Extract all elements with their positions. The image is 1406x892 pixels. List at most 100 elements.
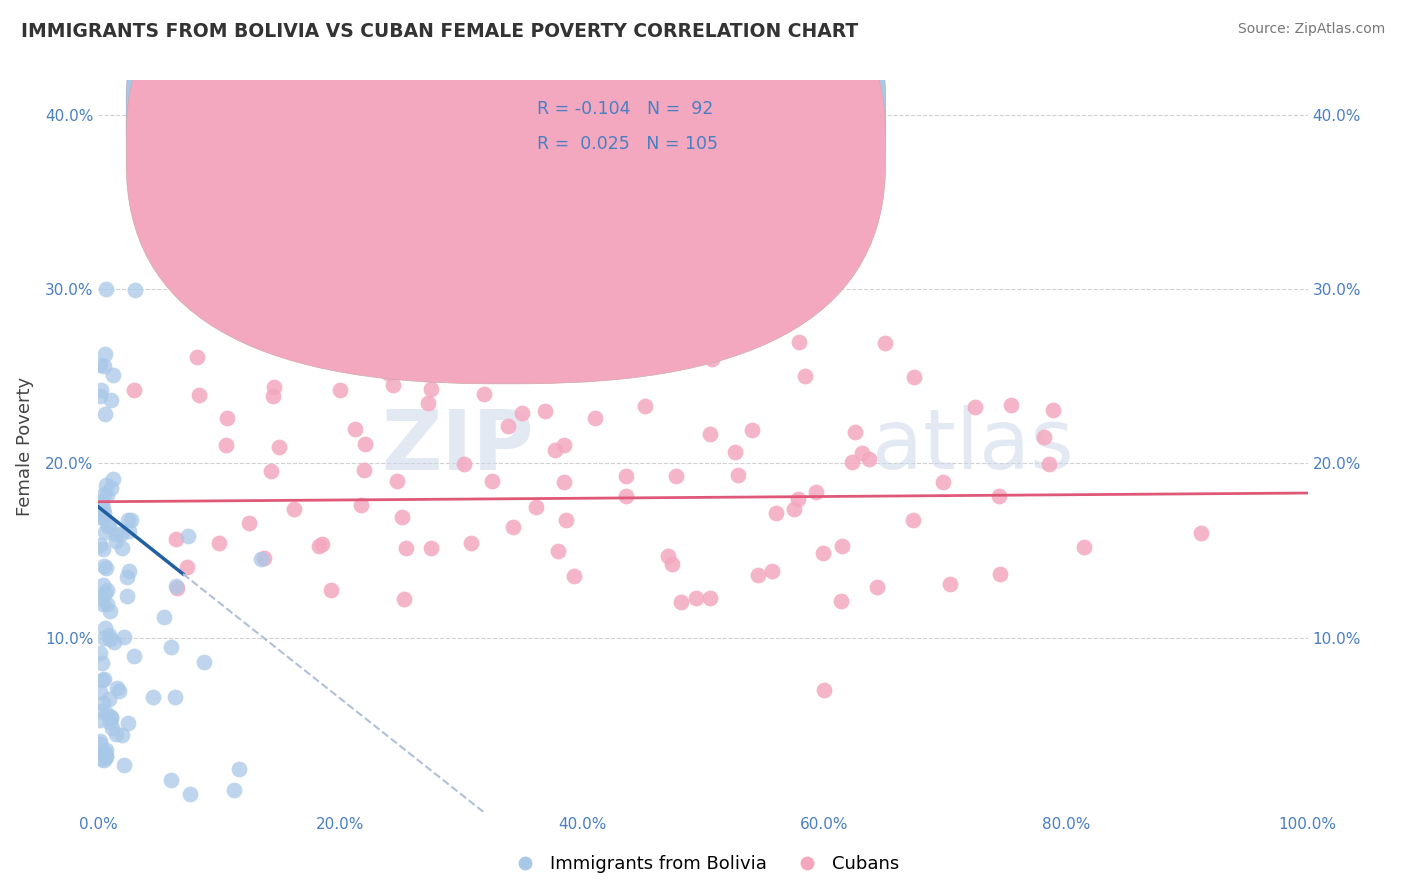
Point xyxy=(553,437,575,451)
Point xyxy=(98,518,121,533)
Point xyxy=(165,579,187,593)
Point xyxy=(496,418,519,433)
Point xyxy=(460,536,482,550)
Point xyxy=(544,442,567,457)
Point xyxy=(583,411,606,425)
Point xyxy=(851,446,873,460)
Point xyxy=(100,482,122,496)
Point xyxy=(107,683,129,698)
Point xyxy=(903,370,925,384)
Point xyxy=(534,403,557,417)
Point xyxy=(308,348,330,362)
Point xyxy=(94,621,117,635)
Point xyxy=(165,690,187,704)
Point xyxy=(120,513,142,527)
Point xyxy=(536,351,558,366)
Point xyxy=(329,384,352,398)
Point xyxy=(315,351,337,366)
Point xyxy=(392,591,415,606)
Point xyxy=(105,526,128,541)
Text: Source: ZipAtlas.com: Source: ZipAtlas.com xyxy=(1237,22,1385,37)
Point xyxy=(142,690,165,704)
Point xyxy=(90,508,112,523)
Point xyxy=(562,569,585,583)
Point xyxy=(844,425,866,440)
Point xyxy=(89,714,111,728)
Point xyxy=(988,489,1011,503)
FancyBboxPatch shape xyxy=(127,0,886,384)
Point xyxy=(100,711,122,725)
Point xyxy=(166,581,188,595)
Point xyxy=(381,378,404,392)
Point xyxy=(91,577,114,591)
Point xyxy=(858,451,880,466)
Point xyxy=(553,362,575,376)
Point xyxy=(186,350,208,364)
Point xyxy=(100,710,122,724)
Point xyxy=(98,604,121,618)
Point xyxy=(89,737,111,751)
Point xyxy=(100,715,122,730)
Point xyxy=(94,282,117,296)
Point xyxy=(98,632,121,647)
Point xyxy=(105,534,128,549)
Point xyxy=(93,359,115,373)
Point xyxy=(415,356,437,370)
Point xyxy=(249,552,271,566)
Point xyxy=(502,520,524,534)
Point xyxy=(866,580,889,594)
Text: IMMIGRANTS FROM BOLIVIA VS CUBAN FEMALE POVERTY CORRELATION CHART: IMMIGRANTS FROM BOLIVIA VS CUBAN FEMALE … xyxy=(21,22,858,41)
Point xyxy=(96,488,118,502)
Point xyxy=(377,366,399,380)
Point xyxy=(804,484,827,499)
Point xyxy=(117,716,139,731)
Point xyxy=(741,423,763,437)
Point xyxy=(1033,430,1056,444)
Point xyxy=(89,538,111,552)
Point xyxy=(391,510,413,524)
Point xyxy=(176,529,198,543)
Text: atlas: atlas xyxy=(872,406,1074,486)
Point xyxy=(97,628,120,642)
Point xyxy=(96,707,118,722)
Point xyxy=(90,752,112,766)
Point xyxy=(94,743,117,757)
Point xyxy=(419,541,441,555)
Point xyxy=(228,762,250,776)
Point xyxy=(89,685,111,699)
Point xyxy=(783,502,806,516)
Point xyxy=(153,609,176,624)
Point xyxy=(91,673,114,688)
Point xyxy=(811,546,834,560)
Point xyxy=(308,539,330,553)
Point xyxy=(238,516,260,530)
Point xyxy=(554,513,576,527)
Point xyxy=(699,426,721,441)
Point xyxy=(96,597,118,611)
Point xyxy=(207,536,229,550)
Point xyxy=(93,558,115,573)
Point xyxy=(353,463,375,477)
Point xyxy=(547,544,569,558)
Point xyxy=(283,502,305,516)
Point xyxy=(793,368,815,383)
Point xyxy=(267,441,290,455)
Point xyxy=(176,560,198,574)
Point xyxy=(179,787,201,801)
Point xyxy=(524,500,547,514)
Point xyxy=(188,387,211,401)
Point xyxy=(124,383,146,397)
Point xyxy=(101,472,124,486)
Point xyxy=(214,438,236,452)
Point xyxy=(321,583,343,598)
Point xyxy=(112,758,135,772)
Point xyxy=(93,506,115,520)
Point xyxy=(481,475,503,489)
Point xyxy=(159,772,181,787)
Point xyxy=(91,542,114,557)
Legend: Immigrants from Bolivia, Cubans: Immigrants from Bolivia, Cubans xyxy=(499,848,907,880)
Point xyxy=(98,692,121,706)
Point xyxy=(692,265,714,279)
Point xyxy=(103,635,125,649)
Point xyxy=(112,630,135,644)
